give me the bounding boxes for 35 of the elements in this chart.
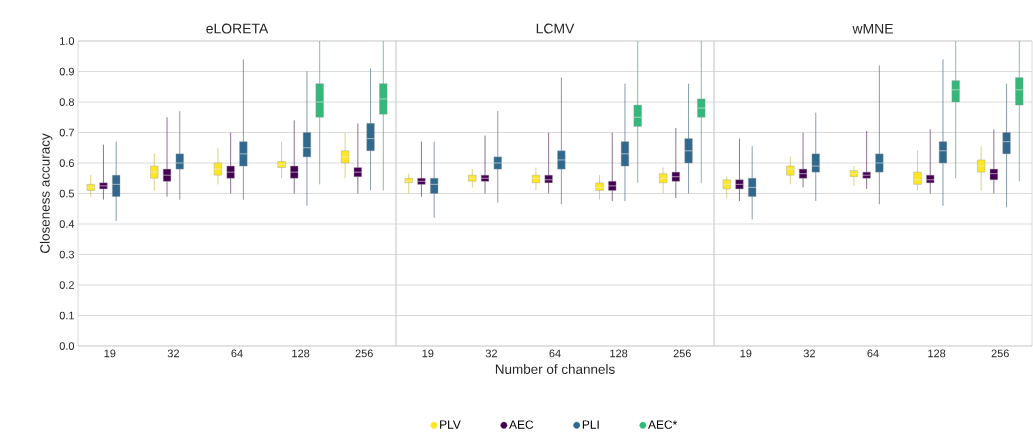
x-tick-label: 128 [928, 349, 946, 358]
chart-title: LCMV [536, 23, 575, 34]
y-tick-label: 0.9 [59, 67, 74, 76]
y-tick-label: 0.3 [59, 250, 74, 259]
x-tick-label: 64 [231, 349, 243, 358]
y-tick-label: 0.0 [59, 342, 75, 350]
y-tick-label: 0.7 [59, 128, 74, 137]
x-tick-label: 256 [991, 349, 1009, 358]
x-tick-label: 19 [104, 349, 116, 358]
x-tick-label: 128 [610, 349, 628, 358]
x-tick-label: 19 [422, 349, 434, 358]
x-tick-label: 128 [292, 349, 310, 358]
y-tick-label: 0.6 [59, 159, 74, 167]
x-tick-label: 256 [355, 349, 373, 358]
legend-label: PLI [582, 420, 599, 429]
chart-title: wMNE [852, 23, 893, 34]
x-tick-label: 32 [803, 349, 815, 358]
y-tick-label: 0.5 [59, 189, 75, 198]
legend-label: AEC [509, 420, 534, 429]
x-tick-label: 64 [867, 349, 879, 358]
x-tick-label: 32 [167, 349, 179, 358]
y-tick-label: 0.1 [59, 311, 74, 320]
x-tick-label: 32 [485, 349, 497, 358]
y-axis-title: Closeness accuracy [39, 133, 53, 253]
y-tick-label: 1.0 [60, 37, 75, 45]
y-tick-label: 0.2 [59, 281, 74, 289]
x-tick-label: 64 [549, 349, 561, 358]
chart-title: eLORETA [206, 23, 269, 34]
x-tick-label: 19 [740, 349, 752, 358]
y-tick-label: 0.4 [59, 220, 75, 228]
legend-label: PLV [440, 420, 461, 429]
x-axis-title: Number of channels [495, 364, 615, 374]
x-tick-label: 256 [673, 349, 691, 358]
legend-label: AEC* [648, 420, 678, 429]
y-tick-label: 0.8 [59, 98, 74, 106]
